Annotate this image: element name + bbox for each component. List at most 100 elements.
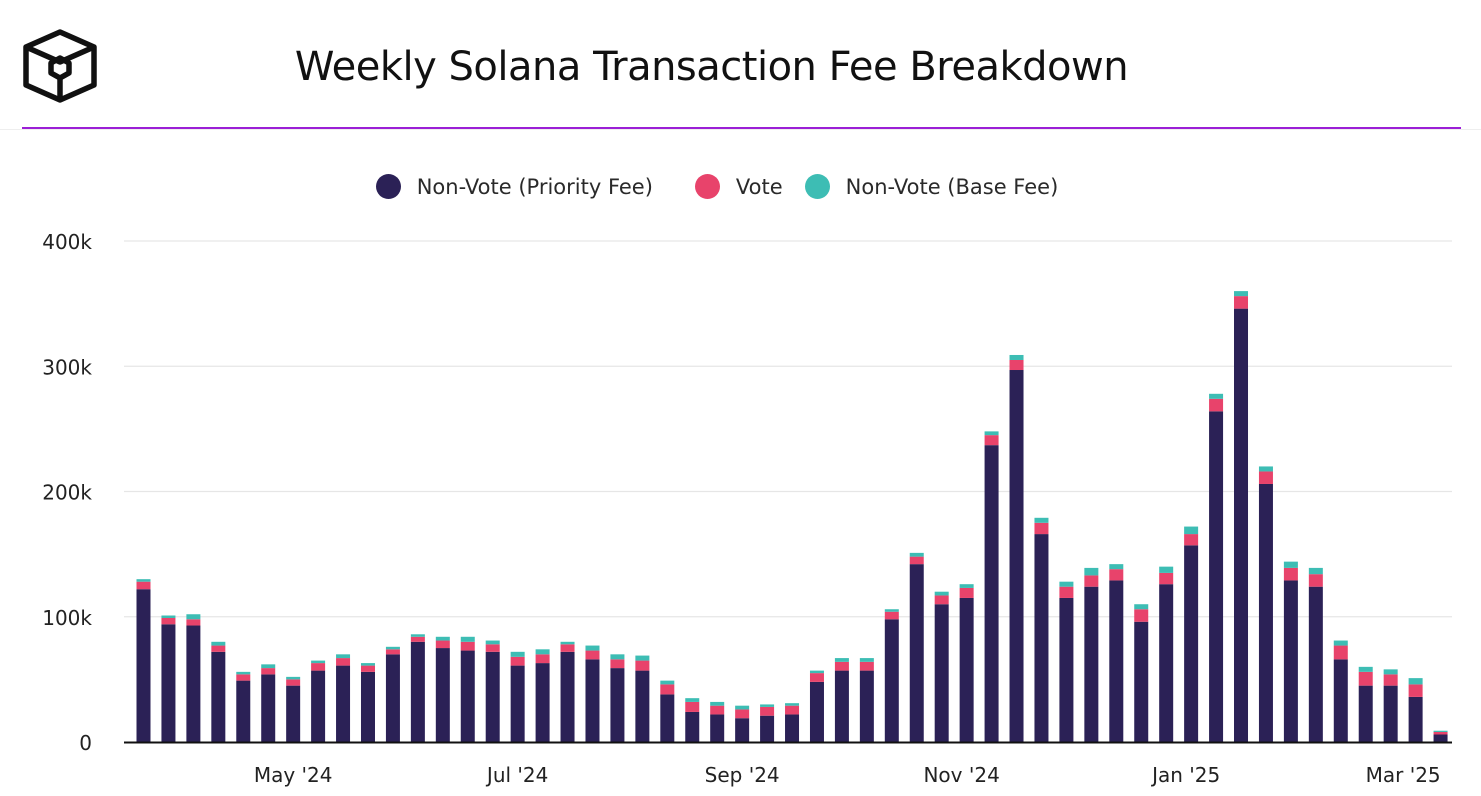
bar-segment-base-fee — [311, 660, 326, 664]
x-tick-label: Nov '24 — [923, 763, 999, 787]
bar-segment-vote — [1159, 572, 1174, 585]
bar-segment-priority-fee — [236, 680, 251, 742]
bar-segment-vote — [186, 619, 201, 626]
bar-segment-vote — [785, 705, 800, 715]
bar-segment-vote — [760, 706, 775, 716]
bar-segment-vote — [1308, 574, 1323, 587]
bar-segment-base-fee — [460, 636, 475, 642]
bar-segment-base-fee — [1358, 666, 1373, 672]
bar-segment-priority-fee — [984, 445, 999, 742]
bar-segment-vote — [1258, 471, 1273, 484]
bar-segment-vote — [1184, 534, 1199, 546]
bar-segment-base-fee — [760, 704, 775, 707]
bar-segment-priority-fee — [1308, 586, 1323, 742]
bar-segment-vote — [959, 587, 974, 598]
bar-segment-base-fee — [1433, 730, 1448, 732]
bar-segment-priority-fee — [685, 711, 700, 742]
bar-segment-vote — [286, 679, 301, 686]
bar-segment-priority-fee — [635, 670, 650, 742]
bar-segment-priority-fee — [211, 651, 226, 742]
bar-segment-base-fee — [660, 680, 675, 685]
bar-segment-base-fee — [859, 658, 874, 662]
bar-segment-priority-fee — [934, 604, 949, 742]
bar-segment-base-fee — [735, 705, 750, 710]
bar-segment-vote — [535, 654, 550, 664]
bar-segment-priority-fee — [560, 651, 575, 742]
bar-segment-priority-fee — [435, 648, 450, 742]
bar-segment-vote — [485, 644, 500, 652]
bar-segment-vote — [735, 709, 750, 719]
bar-segment-base-fee — [1009, 354, 1024, 360]
bar-segment-priority-fee — [959, 597, 974, 742]
y-tick-label: 100k — [42, 606, 92, 630]
bar-segment-vote — [1234, 296, 1249, 309]
bar-segment-vote — [635, 660, 650, 671]
bar-segment-base-fee — [1408, 678, 1423, 685]
bar-segment-priority-fee — [385, 654, 400, 742]
bar-segment-priority-fee — [1433, 734, 1448, 742]
bar-segment-base-fee — [809, 670, 824, 674]
bar-segment-base-fee — [1209, 393, 1224, 399]
x-tick-label: Jan '25 — [1150, 763, 1220, 787]
legend-swatch — [804, 174, 830, 199]
bar-segment-base-fee — [136, 579, 151, 582]
bar-segment-vote — [236, 674, 251, 681]
bar-segment-base-fee — [1159, 566, 1174, 573]
bar-segment-priority-fee — [1408, 696, 1423, 742]
bar-segment-base-fee — [385, 646, 400, 650]
bar-segment-base-fee — [635, 655, 650, 661]
bar-segment-base-fee — [560, 641, 575, 645]
legend-item-priority-fee[interactable]: Non-Vote (Priority Fee) — [375, 174, 653, 199]
bar-segment-priority-fee — [1184, 545, 1199, 742]
legend-item-base-fee[interactable]: Non-Vote (Base Fee) — [804, 174, 1059, 199]
bar-segment-priority-fee — [136, 589, 151, 742]
x-tick-label: Mar '25 — [1366, 763, 1441, 787]
bar-segment-vote — [1358, 671, 1373, 686]
legend-label: Vote — [735, 174, 783, 199]
legend-swatch — [694, 174, 720, 199]
bar-segment-vote — [660, 684, 675, 695]
bar-segment-vote — [261, 668, 276, 675]
bar-segment-base-fee — [410, 634, 425, 637]
bar-segment-priority-fee — [809, 681, 824, 742]
bar-segment-base-fee — [710, 701, 725, 706]
bar-segment-vote — [710, 705, 725, 715]
bar-segment-vote — [1433, 731, 1448, 735]
bar-segment-base-fee — [909, 552, 924, 557]
bar-segment-base-fee — [984, 431, 999, 436]
bar-segment-vote — [311, 663, 326, 671]
y-tick-label: 300k — [42, 355, 92, 379]
bar-segment-vote — [1383, 674, 1398, 686]
bar-segment-base-fee — [1234, 291, 1249, 297]
header-divider-shadow — [0, 129, 1481, 130]
bar-segment-priority-fee — [585, 659, 600, 742]
bar-segment-base-fee — [186, 614, 201, 620]
bar-segment-base-fee — [236, 671, 251, 675]
bar-segment-vote — [211, 645, 226, 652]
bar-segment-vote — [685, 701, 700, 712]
bar-segment-base-fee — [1383, 669, 1398, 675]
bar-segment-priority-fee — [1209, 411, 1224, 742]
x-tick-label: Jul '24 — [485, 763, 548, 787]
legend-swatch — [375, 174, 401, 199]
legend-item-vote[interactable]: Vote — [694, 174, 783, 199]
bar-segment-priority-fee — [460, 650, 475, 742]
bar-segment-priority-fee — [760, 715, 775, 742]
bar-segment-vote — [984, 435, 999, 446]
bar-segment-base-fee — [1308, 567, 1323, 575]
legend-label: Non-Vote (Base Fee) — [845, 174, 1059, 199]
y-tick-label: 0 — [79, 731, 92, 755]
bar-segment-vote — [1009, 359, 1024, 371]
bar-segment-priority-fee — [485, 651, 500, 742]
bar-segment-base-fee — [286, 676, 301, 680]
bar-segment-vote — [510, 656, 525, 666]
bar-segment-priority-fee — [1009, 370, 1024, 742]
bar-segment-base-fee — [685, 698, 700, 702]
bar-segment-vote — [1059, 586, 1074, 598]
bar-segment-priority-fee — [735, 718, 750, 742]
bar-segment-priority-fee — [1358, 685, 1373, 742]
legend-label: Non-Vote (Priority Fee) — [416, 174, 653, 199]
bar-segment-priority-fee — [261, 674, 276, 742]
bar-segment-priority-fee — [410, 641, 425, 742]
bar-segment-priority-fee — [909, 564, 924, 742]
